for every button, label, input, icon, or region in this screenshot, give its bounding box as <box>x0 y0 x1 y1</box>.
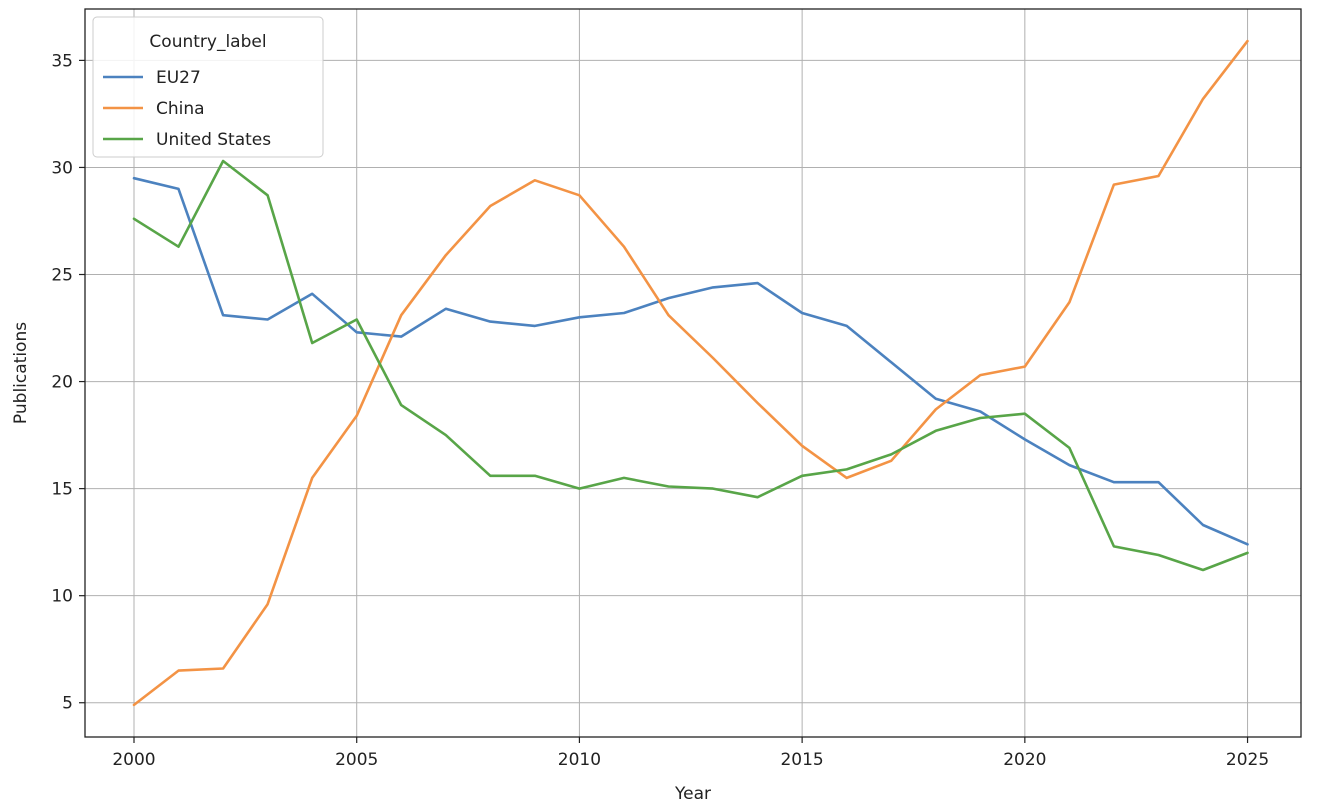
legend-entry-label: United States <box>156 130 271 150</box>
series-line-2 <box>132 159 1249 572</box>
plot-frame <box>84 8 1302 738</box>
y-axis: 5 10 15 20 25 30 35 <box>51 51 85 714</box>
x-tick-label: 2015 <box>780 750 823 770</box>
x-tick-label: 2025 <box>1226 750 1269 770</box>
series-line-1 <box>132 39 1249 707</box>
x-tick-label: 2005 <box>335 750 378 770</box>
y-tick-label: 25 <box>51 266 73 286</box>
legend: Country_label EU27 China United States <box>92 16 324 158</box>
legend-title: Country_label <box>149 32 266 52</box>
series-line-0 <box>132 176 1249 546</box>
y-tick-label: 35 <box>51 51 73 71</box>
x-tick-label: 2020 <box>1003 750 1046 770</box>
x-tick-label: 2010 <box>558 750 601 770</box>
x-axis: 2000 2005 2010 2015 2020 2025 <box>112 737 1269 770</box>
y-tick-label: 15 <box>51 480 73 500</box>
series-lines <box>132 39 1249 707</box>
x-tick-label: 2000 <box>112 750 155 770</box>
legend-box <box>92 16 324 158</box>
legend-entry-label: China <box>156 99 205 119</box>
y-tick-label: 10 <box>51 587 73 607</box>
y-tick-label: 30 <box>51 158 73 178</box>
x-axis-label: Year <box>674 784 711 804</box>
y-axis-label: Publications <box>11 322 31 424</box>
legend-entry-label: EU27 <box>156 68 201 88</box>
y-tick-label: 5 <box>62 694 73 714</box>
legend-entries: EU27 China United States <box>103 68 271 150</box>
y-tick-label: 20 <box>51 373 73 393</box>
